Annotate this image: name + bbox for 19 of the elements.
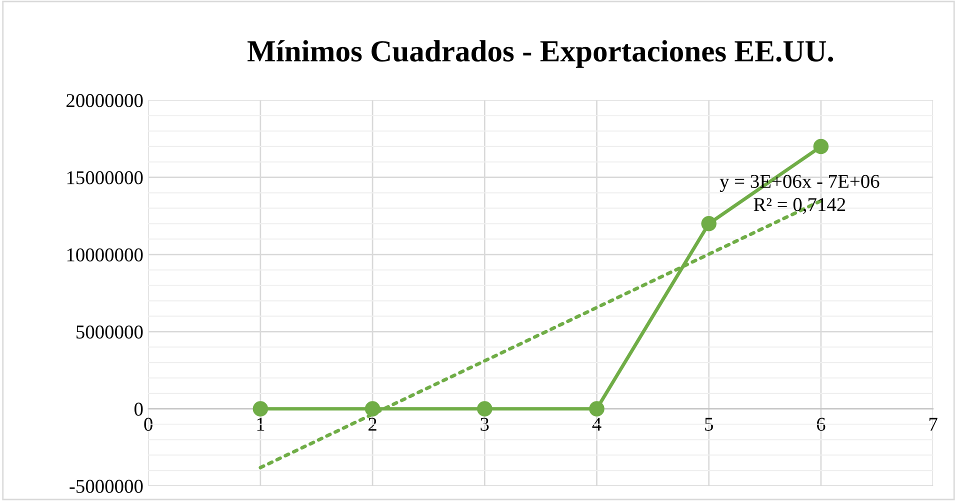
x-tick-label: 0	[144, 418, 152, 431]
point	[701, 216, 717, 232]
y-tick-label: -5000000	[70, 480, 143, 493]
y-tick-label: 15000000	[67, 171, 143, 184]
x-tick-label: 7	[929, 418, 938, 431]
x-tick-label: 5	[705, 418, 713, 431]
chart-title: Mínimos Cuadrados - Exportaciones EE.UU.	[248, 40, 834, 68]
y-tick-label: 0	[134, 402, 143, 416]
x-tick-label: 1	[257, 418, 264, 431]
x-tick-label: 2	[368, 418, 376, 431]
point	[813, 138, 829, 154]
point	[589, 401, 604, 416]
x-tick-label: 6	[816, 418, 826, 431]
y-tick-label: 20000000	[66, 94, 143, 108]
y-tick-label: 10000000	[67, 248, 143, 262]
x-tick-label: 4	[592, 418, 602, 431]
point	[477, 401, 492, 416]
point	[252, 401, 268, 416]
y-tick-label: 5000000	[76, 325, 143, 339]
